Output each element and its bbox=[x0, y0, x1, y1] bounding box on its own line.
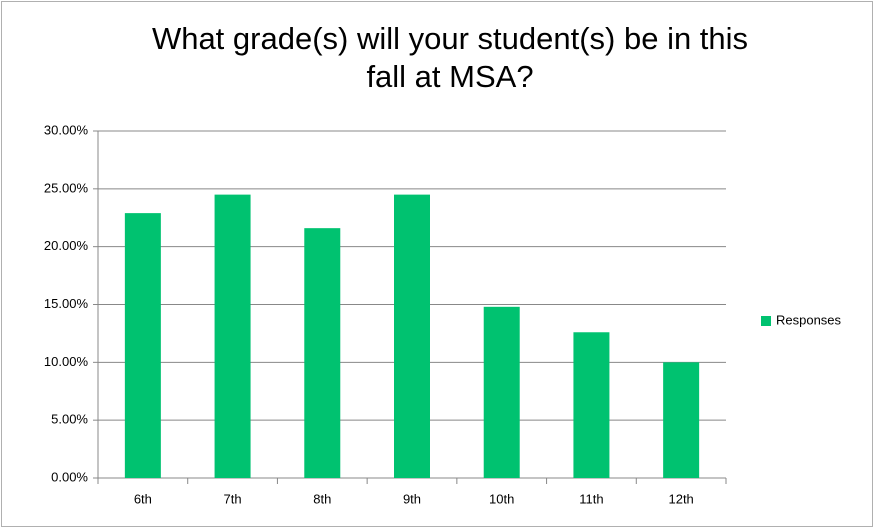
chart-title: What grade(s) will your student(s) be in… bbox=[151, 21, 749, 94]
bar bbox=[573, 332, 610, 478]
x-tick-label: 8th bbox=[313, 491, 331, 506]
y-tick-label: 0.00% bbox=[51, 469, 88, 484]
x-tick-label: 11th bbox=[579, 491, 603, 506]
bar bbox=[394, 194, 430, 478]
bar bbox=[124, 213, 161, 478]
x-tick-label: 12th bbox=[668, 491, 693, 506]
y-tick-label: 5.00% bbox=[51, 412, 88, 427]
x-tick-label: 9th bbox=[403, 491, 421, 506]
bar bbox=[214, 194, 251, 478]
bar bbox=[663, 362, 700, 478]
legend-swatch bbox=[761, 316, 771, 326]
legend-label: Responses bbox=[776, 312, 842, 327]
bar bbox=[483, 306, 520, 478]
x-tick-label: 7th bbox=[224, 491, 242, 506]
y-tick-label: 15.00% bbox=[44, 296, 89, 311]
x-tick-label: 6th bbox=[134, 491, 152, 506]
bar bbox=[304, 228, 341, 478]
y-tick-label: 20.00% bbox=[44, 238, 89, 253]
y-tick-label: 30.00% bbox=[44, 122, 89, 137]
y-tick-label: 10.00% bbox=[44, 354, 89, 369]
x-tick-label: 10th bbox=[489, 491, 514, 506]
y-tick-label: 25.00% bbox=[44, 180, 89, 195]
